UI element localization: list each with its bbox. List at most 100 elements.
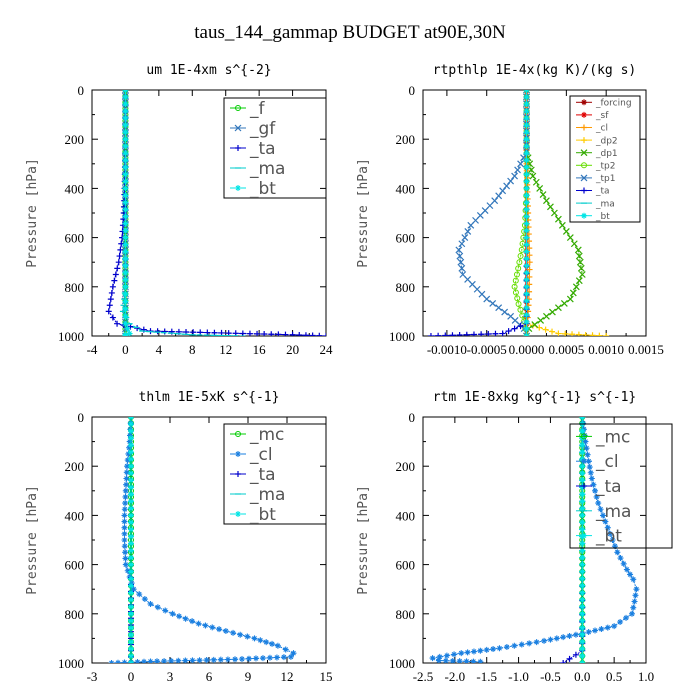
series_ta-marker <box>154 328 161 335</box>
series_ta-marker <box>246 330 253 336</box>
series_ta-marker <box>499 330 506 336</box>
series_cl-marker <box>222 628 229 635</box>
series_bt-marker <box>128 540 134 547</box>
series_tp1-marker <box>511 172 519 180</box>
series_bt-marker <box>128 484 134 491</box>
series_tp1-marker <box>467 221 475 229</box>
legend_f-marker <box>235 105 241 111</box>
series_cl-marker <box>124 463 131 470</box>
series_bt-marker <box>523 185 530 192</box>
series_cl-marker <box>287 653 294 660</box>
series_dp1-marker <box>558 221 566 229</box>
series_ta-marker <box>112 271 119 278</box>
series_bt-marker <box>579 624 586 631</box>
series_tp1-marker <box>517 160 524 168</box>
series_bt-marker <box>128 547 134 554</box>
series_bt-marker <box>122 269 129 276</box>
legend-box <box>569 423 673 549</box>
y-axis-label: Pressure [hPa] <box>356 485 371 595</box>
series_cl-marker <box>490 646 497 653</box>
series_bt-marker <box>523 171 530 178</box>
series_ta-marker <box>109 314 116 321</box>
chart-panel-3: thlm 1E-5xK s^{-1} Pressure [hPa] -3 0 3 6 9 12… <box>25 390 333 684</box>
series_dp1-marker <box>575 252 583 260</box>
series_bt-marker <box>579 484 586 491</box>
legend_sf-marker <box>581 111 587 118</box>
series_ta-marker <box>566 655 573 662</box>
series_cl-marker <box>161 658 168 663</box>
series_bt-marker <box>122 199 129 206</box>
series_cl-marker <box>470 648 477 655</box>
series_cl-marker <box>245 655 252 662</box>
series_cl-marker <box>257 637 264 644</box>
series-group <box>105 90 326 336</box>
series_tp2-marker <box>522 200 529 207</box>
series_ta-marker <box>492 330 499 336</box>
series_cl-marker <box>524 181 531 188</box>
series_bt-marker <box>122 171 129 178</box>
series_tp1-marker <box>495 304 503 312</box>
x-tick-label: 3 <box>167 669 174 684</box>
series_cl-marker <box>209 624 216 631</box>
series_cl-marker <box>458 650 465 657</box>
series_cl-marker <box>628 610 635 617</box>
series_tp2-marker <box>512 289 519 296</box>
series_tp2-marker <box>513 271 520 278</box>
series_cl-marker <box>282 646 289 653</box>
legend_bt-marker <box>235 511 241 517</box>
series_bt-marker <box>122 313 129 320</box>
legend_tp2-marker <box>581 162 587 169</box>
series_bt-marker <box>579 505 586 512</box>
series_cl-marker <box>590 481 597 488</box>
legend-label: _tp1 <box>595 174 615 184</box>
series_bt-marker <box>523 269 530 276</box>
series_bt-marker <box>128 526 134 533</box>
series_cl-marker <box>451 651 458 658</box>
series-group <box>427 90 610 336</box>
series_cl-marker <box>121 530 128 537</box>
series_ta-marker <box>323 333 326 336</box>
legend-label: _ta <box>249 139 276 159</box>
y-tick-label: 400 <box>396 508 416 523</box>
series_cl-marker <box>620 560 627 567</box>
series_ta-marker <box>106 302 113 309</box>
chart-panel-1: um 1E-4xm s^{-2} Pressure [hPa] -4 0 4 8 12 16 2… <box>25 63 333 357</box>
y-tick-label: 200 <box>65 132 85 147</box>
series_ta-marker <box>134 325 141 332</box>
series_bt-marker <box>128 589 134 596</box>
legend-label: _ma <box>249 159 285 179</box>
series_ta-marker <box>309 332 316 336</box>
series_bt-marker <box>122 94 129 101</box>
series_cl-marker <box>123 469 130 476</box>
legend-box <box>223 423 327 525</box>
series_bt-marker <box>128 631 134 638</box>
series_dp1-marker <box>536 184 544 192</box>
series_cl-marker <box>533 639 540 646</box>
series_tp1-marker <box>495 192 503 200</box>
series_bt-marker <box>523 108 530 115</box>
legend-box <box>223 97 327 199</box>
series_cl-marker <box>631 598 638 605</box>
series_cl-marker <box>196 657 203 663</box>
series_bt-marker <box>523 115 530 122</box>
series_ta-marker <box>442 332 449 336</box>
series_bt-marker <box>128 638 134 645</box>
series_dp2-marker <box>596 332 603 336</box>
series_bt-marker <box>122 150 129 157</box>
series_cl-marker <box>127 426 134 433</box>
legend-label: _ma <box>595 199 615 209</box>
series_bt-marker <box>128 505 134 512</box>
x-tick-label: 24 <box>320 342 334 357</box>
y-tick-label: 600 <box>65 558 85 573</box>
series_bt-marker <box>523 262 530 269</box>
legend_gf-marker <box>234 124 242 132</box>
y-tick-label: 400 <box>65 181 85 196</box>
legend-label: _sf <box>595 111 609 121</box>
series_ta-marker <box>254 330 261 336</box>
series_dp1-marker <box>566 234 574 242</box>
series_bt-marker <box>122 298 129 305</box>
series_cl-marker <box>189 618 196 625</box>
series_cl-marker <box>123 481 130 488</box>
series_cl-marker <box>141 658 147 663</box>
series_bt-marker <box>579 561 586 568</box>
